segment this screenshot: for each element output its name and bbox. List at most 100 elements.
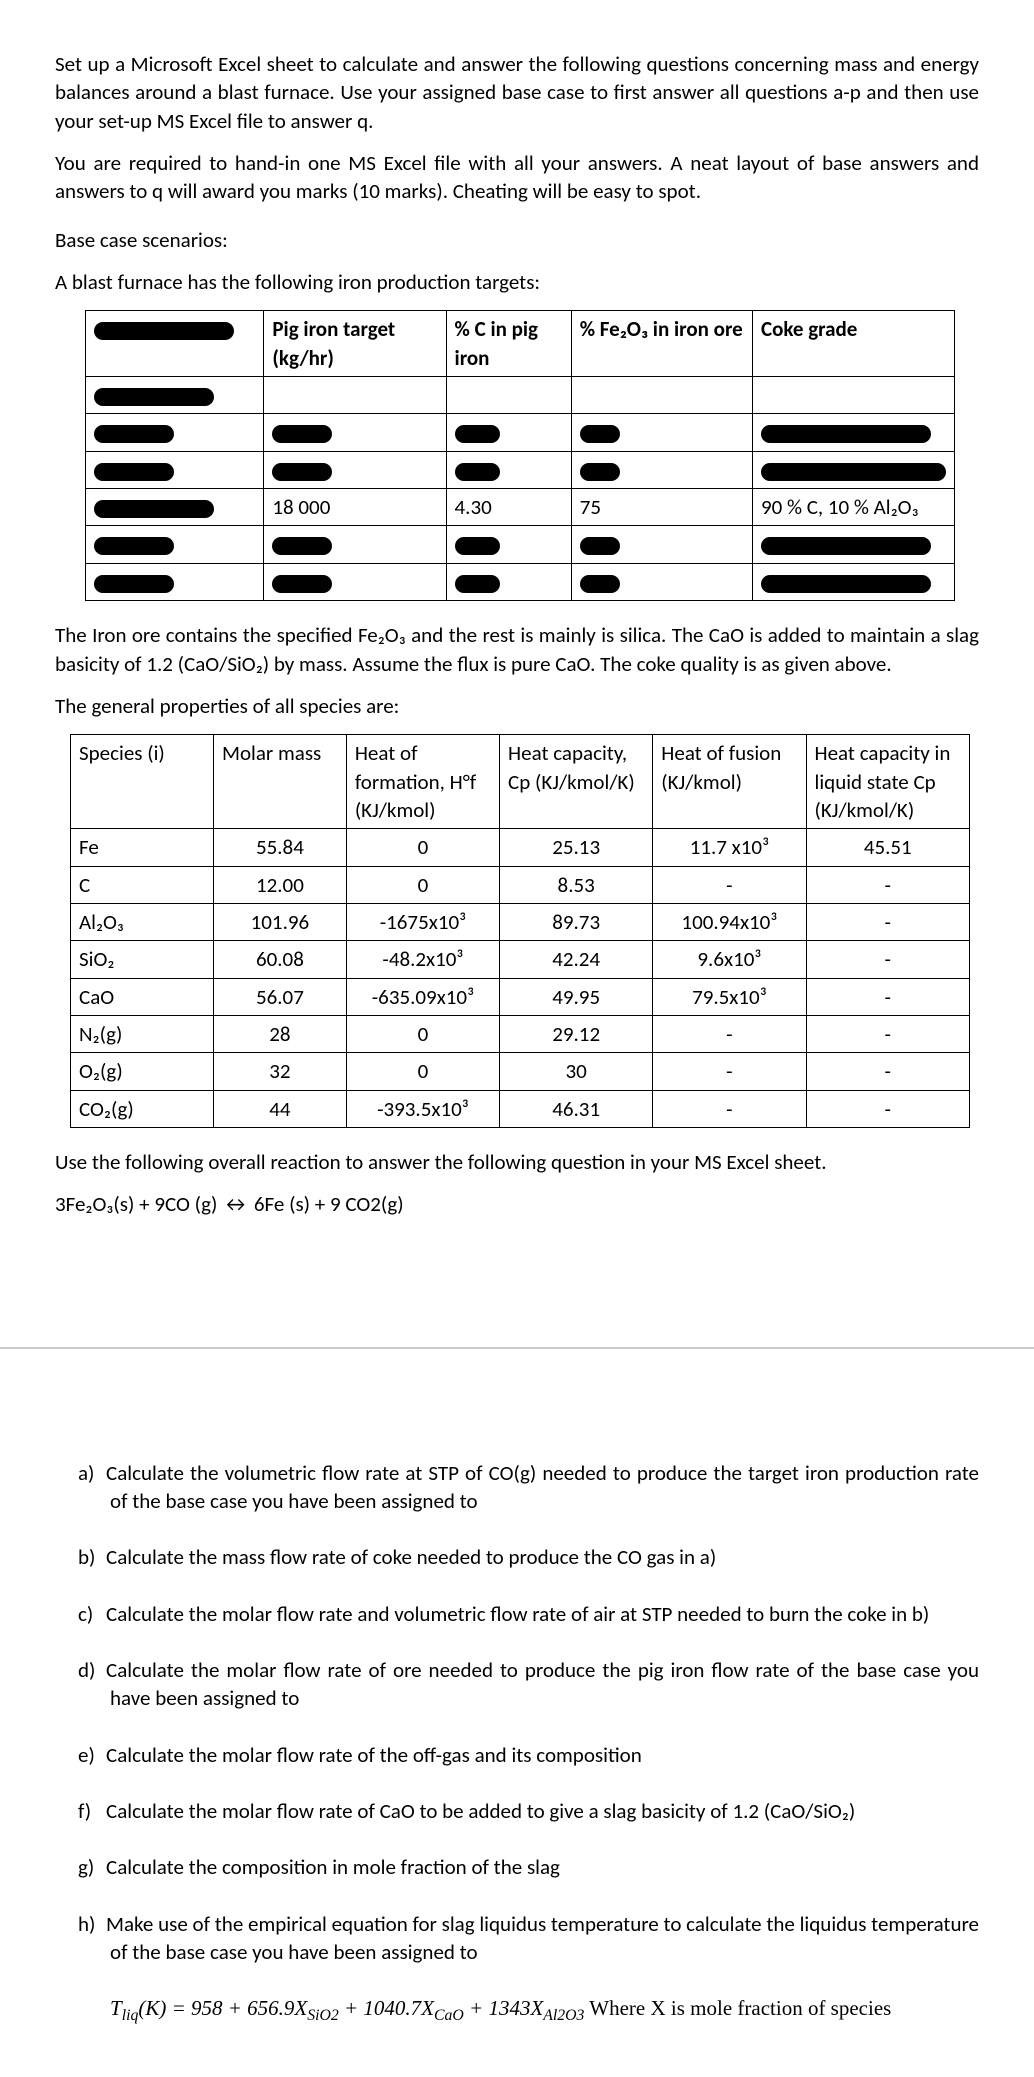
table1-cell xyxy=(86,377,264,414)
species-properties-table: Species (i)Molar massHeat of formation, … xyxy=(70,734,970,1128)
table1-cell xyxy=(446,526,571,563)
redacted-block xyxy=(580,537,620,555)
properties-intro: The general properties of all species ar… xyxy=(55,692,979,720)
redacted-block xyxy=(94,500,214,518)
question-label: e) xyxy=(78,1741,106,1769)
table2-cell: - xyxy=(806,903,969,940)
question-item: h)Make use of the empirical equation for… xyxy=(55,1910,979,1967)
table2-cell: N₂(g) xyxy=(71,1015,214,1052)
table2-cell: - xyxy=(653,1090,806,1127)
table2-header: Heat capacity in liquid state Cp (KJ/kmo… xyxy=(806,735,969,829)
redacted-block xyxy=(94,425,174,443)
reaction-intro: Use the following overall reaction to an… xyxy=(55,1148,979,1176)
table2-cell: 46.31 xyxy=(500,1090,653,1127)
table2-cell: 100.94x10³ xyxy=(653,903,806,940)
redacted-block xyxy=(94,322,234,340)
table2-cell: -635.09x10³ xyxy=(346,978,499,1015)
question-label: c) xyxy=(78,1600,106,1628)
redacted-block xyxy=(761,575,931,593)
redacted-block xyxy=(580,425,620,443)
table2-cell: 101.96 xyxy=(214,903,347,940)
question-item: f)Calculate the molar flow rate of CaO t… xyxy=(55,1797,979,1825)
table2-header: Molar mass xyxy=(214,735,347,829)
question-item: g)Calculate the composition in mole frac… xyxy=(55,1853,979,1881)
table2-cell: 11.7 x10³ xyxy=(653,829,806,866)
table2-cell: - xyxy=(653,1053,806,1090)
table2-cell: 0 xyxy=(346,829,499,866)
table2-cell: - xyxy=(806,941,969,978)
table1-header: Pig iron target (kg/hr) xyxy=(264,311,446,377)
table1-cell: 18 000 xyxy=(264,489,446,526)
table2-header: Species (i) xyxy=(71,735,214,829)
table2-cell: 0 xyxy=(346,1015,499,1052)
table2-cell: - xyxy=(653,1015,806,1052)
table1-cell xyxy=(571,563,752,600)
table2-cell: 12.00 xyxy=(214,866,347,903)
question-item: a)Calculate the volumetric flow rate at … xyxy=(55,1459,979,1516)
question-label: f) xyxy=(78,1797,106,1825)
table2-cell: -1675x10³ xyxy=(346,903,499,940)
table2-cell: Fe xyxy=(71,829,214,866)
table2-cell: 42.24 xyxy=(500,941,653,978)
table2-cell: 0 xyxy=(346,866,499,903)
question-label: g) xyxy=(78,1853,106,1881)
table1-cell xyxy=(86,451,264,488)
redacted-block xyxy=(94,575,174,593)
redacted-block xyxy=(272,463,332,481)
redacted-block xyxy=(455,425,500,443)
table2-cell: 8.53 xyxy=(500,866,653,903)
question-item: d)Calculate the molar flow rate of ore n… xyxy=(55,1656,979,1713)
table2-cell: - xyxy=(806,978,969,1015)
question-label: a) xyxy=(78,1459,106,1487)
ore-description: The Iron ore contains the specified Fe₂O… xyxy=(55,621,979,678)
base-case-table: Pig iron target (kg/hr)% C in pig iron% … xyxy=(85,310,955,601)
table1-cell xyxy=(752,377,954,414)
table1-cell xyxy=(752,526,954,563)
redacted-block xyxy=(455,575,500,593)
table1-cell xyxy=(446,451,571,488)
table2-cell: 25.13 xyxy=(500,829,653,866)
redacted-block xyxy=(94,463,174,481)
table1-cell xyxy=(571,451,752,488)
table2-cell: 30 xyxy=(500,1053,653,1090)
page-divider xyxy=(0,1347,1034,1349)
liquidus-formula: Tliq(K) = 958 + 656.9XSiO2 + 1040.7XCaO … xyxy=(110,1994,979,2026)
table1-cell xyxy=(571,414,752,451)
table2-cell: 49.95 xyxy=(500,978,653,1015)
table2-cell: - xyxy=(806,1090,969,1127)
question-label: h) xyxy=(78,1910,106,1938)
table2-cell: 44 xyxy=(214,1090,347,1127)
redacted-block xyxy=(580,575,620,593)
table1-cell xyxy=(264,526,446,563)
table2-cell: 79.5x10³ xyxy=(653,978,806,1015)
table1-cell: 90 % C, 10 % Al₂O₃ xyxy=(752,489,954,526)
table1-cell xyxy=(86,489,264,526)
table2-cell: CaO xyxy=(71,978,214,1015)
reaction-equation: 3Fe₂O₃(s) + 9CO (g) ↔ 6Fe (s) + 9 CO2(g) xyxy=(55,1190,979,1218)
table2-cell: 9.6x10³ xyxy=(653,941,806,978)
table1-cell: 4.30 xyxy=(446,489,571,526)
table2-cell: 32 xyxy=(214,1053,347,1090)
intro-paragraph-4: A blast furnace has the following iron p… xyxy=(55,268,979,296)
question-label: d) xyxy=(78,1656,106,1684)
table2-cell: 45.51 xyxy=(806,829,969,866)
table1-cell xyxy=(86,563,264,600)
table2-cell: - xyxy=(806,1053,969,1090)
table1-cell xyxy=(446,377,571,414)
table2-header: Heat of fusion (KJ/kmol) xyxy=(653,735,806,829)
redacted-block xyxy=(272,425,332,443)
redacted-block xyxy=(94,537,174,555)
table2-cell: 56.07 xyxy=(214,978,347,1015)
table1-header: % C in pig iron xyxy=(446,311,571,377)
table1-cell xyxy=(264,563,446,600)
table1-cell xyxy=(752,563,954,600)
table2-header: Heat of formation, H°f (KJ/kmol) xyxy=(346,735,499,829)
table1-cell xyxy=(264,377,446,414)
table2-cell: - xyxy=(806,1015,969,1052)
redacted-block xyxy=(455,537,500,555)
table2-cell: 28 xyxy=(214,1015,347,1052)
table1-header xyxy=(86,311,264,377)
table2-cell: 29.12 xyxy=(500,1015,653,1052)
question-item: e)Calculate the molar flow rate of the o… xyxy=(55,1741,979,1769)
table1-cell xyxy=(86,526,264,563)
